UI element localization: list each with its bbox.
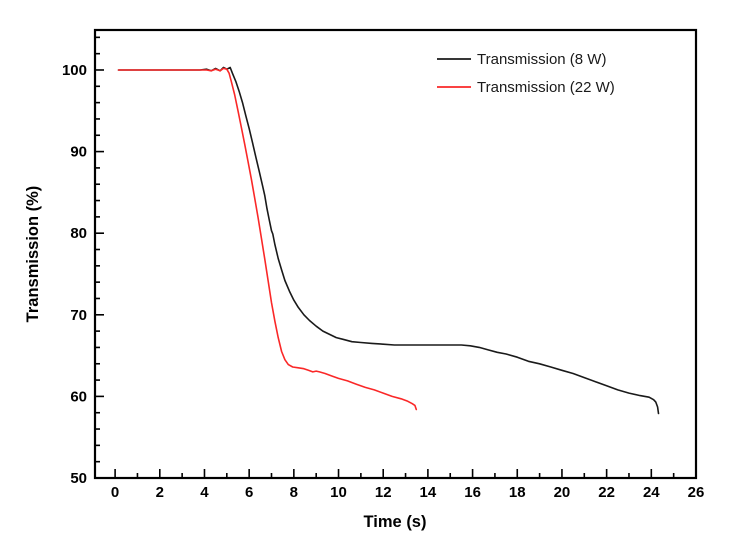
x-tick-label: 8 [290,484,298,501]
x-tick-label: 0 [111,484,119,501]
x-tick-label: 6 [245,484,253,501]
x-tick-label: 20 [554,484,571,501]
y-tick-label: 60 [70,388,87,405]
legend-item-label: Transmission (8 W) [477,51,606,68]
x-tick-label: 12 [375,484,392,501]
x-tick-label: 26 [688,484,705,501]
y-tick-label: 50 [70,470,87,487]
y-tick-label: 100 [62,62,87,79]
curve-series-1 [117,67,418,411]
plot-frame [93,28,698,480]
x-tick-label: 18 [509,484,526,501]
x-tick-label: 2 [156,484,164,501]
data-curves [117,66,660,415]
x-tick-label: 24 [643,484,660,501]
x-tick-label: 16 [464,484,481,501]
legend: Transmission (8 W) Transmission (22 W) [437,51,615,96]
x-axis-title: Time (s) [364,513,427,531]
x-tick-label: 22 [598,484,615,501]
y-tick-label: 90 [70,144,87,161]
x-tick-label: 10 [330,484,347,501]
x-tick-label: 14 [420,484,437,501]
y-axis-title: Transmission (%) [24,186,42,323]
curve-series-0 [117,66,660,415]
y-tick-label: 70 [70,307,87,324]
x-tick-label: 4 [200,484,209,501]
legend-item-label: Transmission (22 W) [477,79,615,96]
y-tick-label: 80 [70,225,87,242]
